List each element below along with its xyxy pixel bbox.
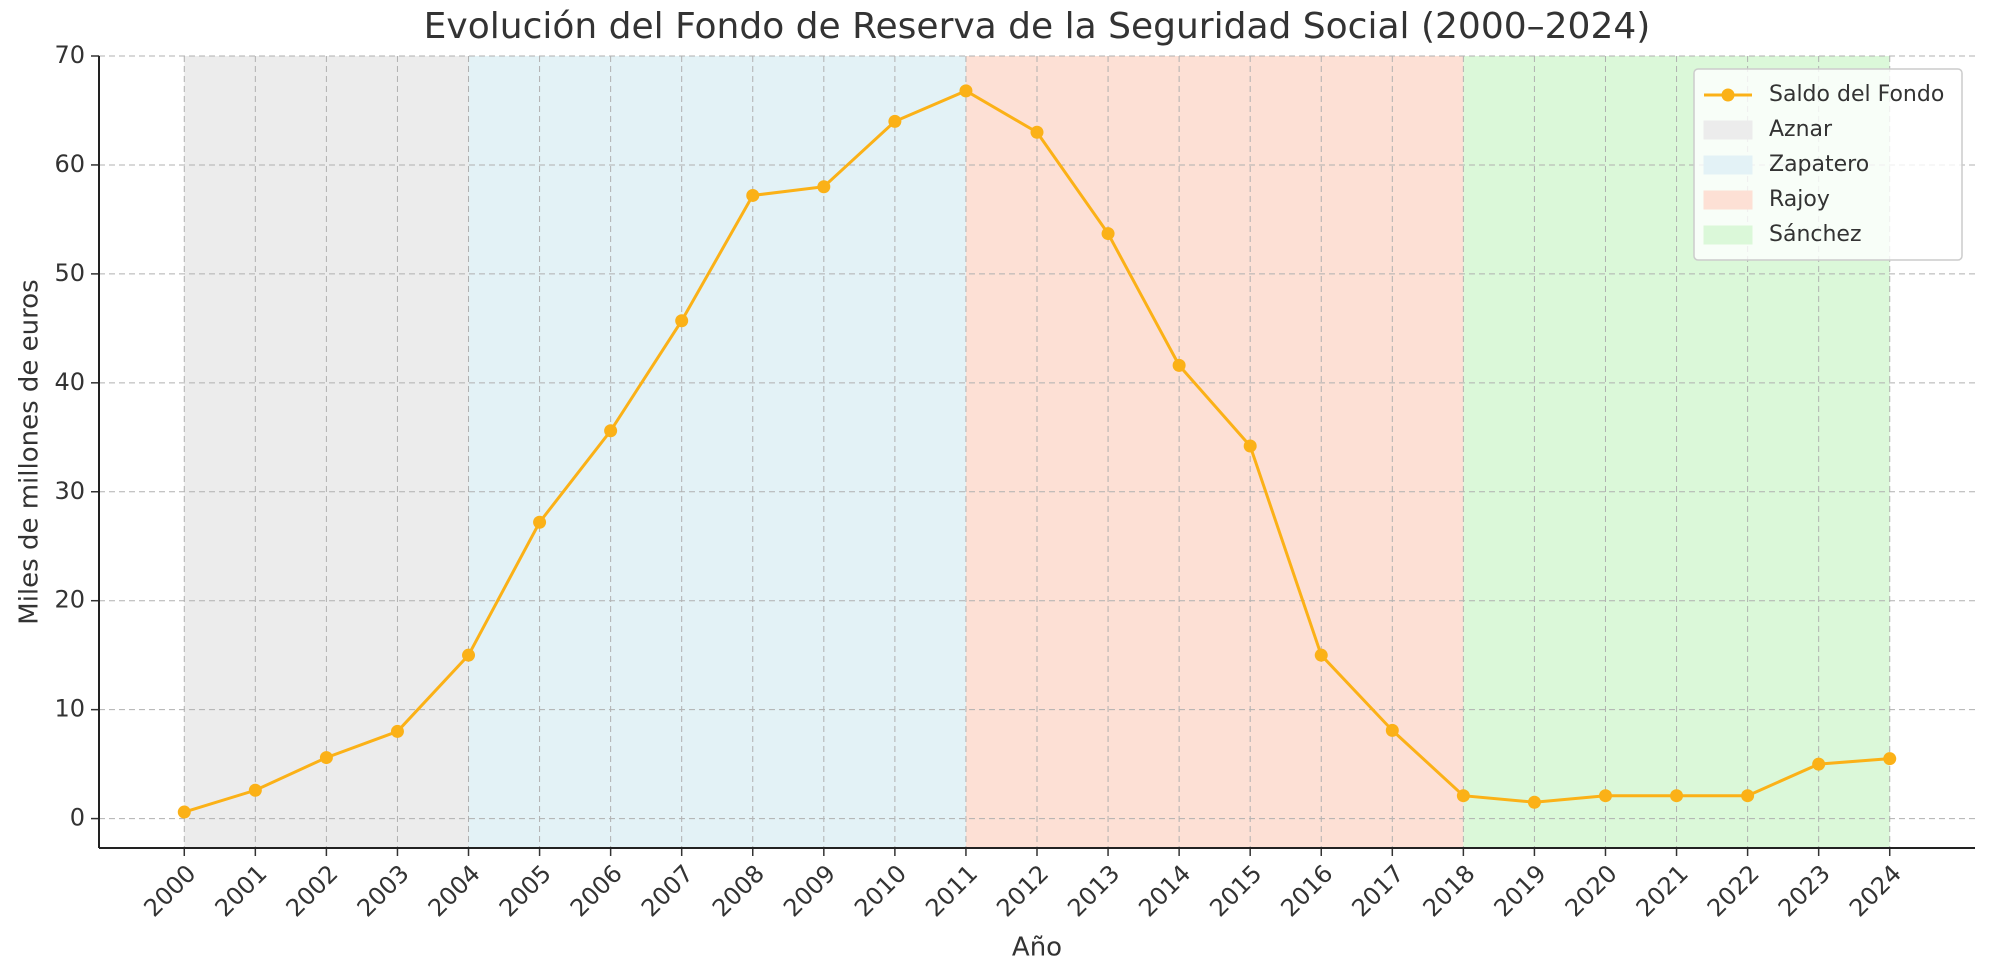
x-tick-label: 2006 [565,859,628,922]
period-span [468,56,966,848]
data-point [1030,125,1044,139]
x-tick-label: 2004 [423,859,486,922]
x-tick-label: 2020 [1560,859,1623,922]
data-point [390,724,404,738]
x-tick-label: 2015 [1204,859,1267,922]
y-tick-label: 30 [54,477,85,505]
data-point [888,114,902,128]
x-tick-label: 2019 [1489,859,1552,922]
y-tick-label: 50 [54,259,85,287]
data-point [248,783,262,797]
x-tick-label: 2018 [1418,859,1481,922]
y-axis-label: Miles de millones de euros [15,279,45,624]
legend-swatch [1703,225,1753,245]
data-point [1243,439,1257,453]
x-tick-label: 2010 [849,859,912,922]
x-tick-label: 2011 [920,859,983,922]
data-point [817,180,831,194]
legend-label: Rajoy [1769,187,1830,212]
y-tick-label: 0 [70,804,85,832]
y-tick-label: 40 [54,368,85,396]
data-point [1314,648,1328,662]
data-point [1598,789,1612,803]
data-point [1456,789,1470,803]
x-tick-label: 2002 [281,859,344,922]
x-tick-label: 2024 [1844,859,1907,922]
x-tick-label: 2017 [1347,859,1410,922]
x-tick-label: 2016 [1275,859,1338,922]
legend-label: Sánchez [1769,222,1862,247]
x-axis-label: Año [1012,933,1062,963]
x-tick-label: 2013 [1062,859,1125,922]
chart-title: Evolución del Fondo de Reserva de la Seg… [424,6,1651,47]
y-tick-label: 10 [54,695,85,723]
legend-label: Aznar [1769,117,1833,142]
data-point [533,515,547,529]
data-point [1172,358,1186,372]
legend-label: Saldo del Fondo [1769,82,1944,107]
legend-label: Zapatero [1769,152,1869,177]
data-point [1812,757,1826,771]
x-tick-label: 2007 [636,859,699,922]
legend-swatch [1703,120,1753,140]
legend-marker [1721,88,1735,102]
legend-swatch [1703,190,1753,210]
y-tick-label: 20 [54,586,85,614]
data-point [1670,789,1684,803]
data-point [959,84,973,98]
x-tick-label: 2008 [707,859,770,922]
legend-swatch [1703,155,1753,175]
legend: Saldo del Fondo Aznar Zapatero Rajoy Sánchez [1693,68,1963,261]
y-tick-label: 60 [54,150,85,178]
data-point [1385,723,1399,737]
data-point [177,805,191,819]
data-point [1883,752,1897,766]
x-tick-label: 2012 [991,859,1054,922]
legend-box [1693,68,1963,261]
data-point [604,424,618,438]
data-point [1527,795,1541,809]
x-tick-label: 2000 [138,859,201,922]
data-point [319,751,333,765]
x-tick-label: 2021 [1631,859,1694,922]
x-tick-label: 2014 [1133,859,1196,922]
data-point [1741,789,1755,803]
x-tick-label: 2023 [1773,859,1836,922]
data-point [746,188,760,202]
x-tick-label: 2005 [494,859,557,922]
x-tick-label: 2001 [210,859,273,922]
data-point [1101,227,1115,241]
data-point [675,314,689,328]
data-point [462,648,476,662]
x-tick-label: 2003 [352,859,415,922]
x-tick-label: 2022 [1702,859,1765,922]
y-tick-label: 70 [54,41,85,69]
x-tick-label: 2009 [778,859,841,922]
